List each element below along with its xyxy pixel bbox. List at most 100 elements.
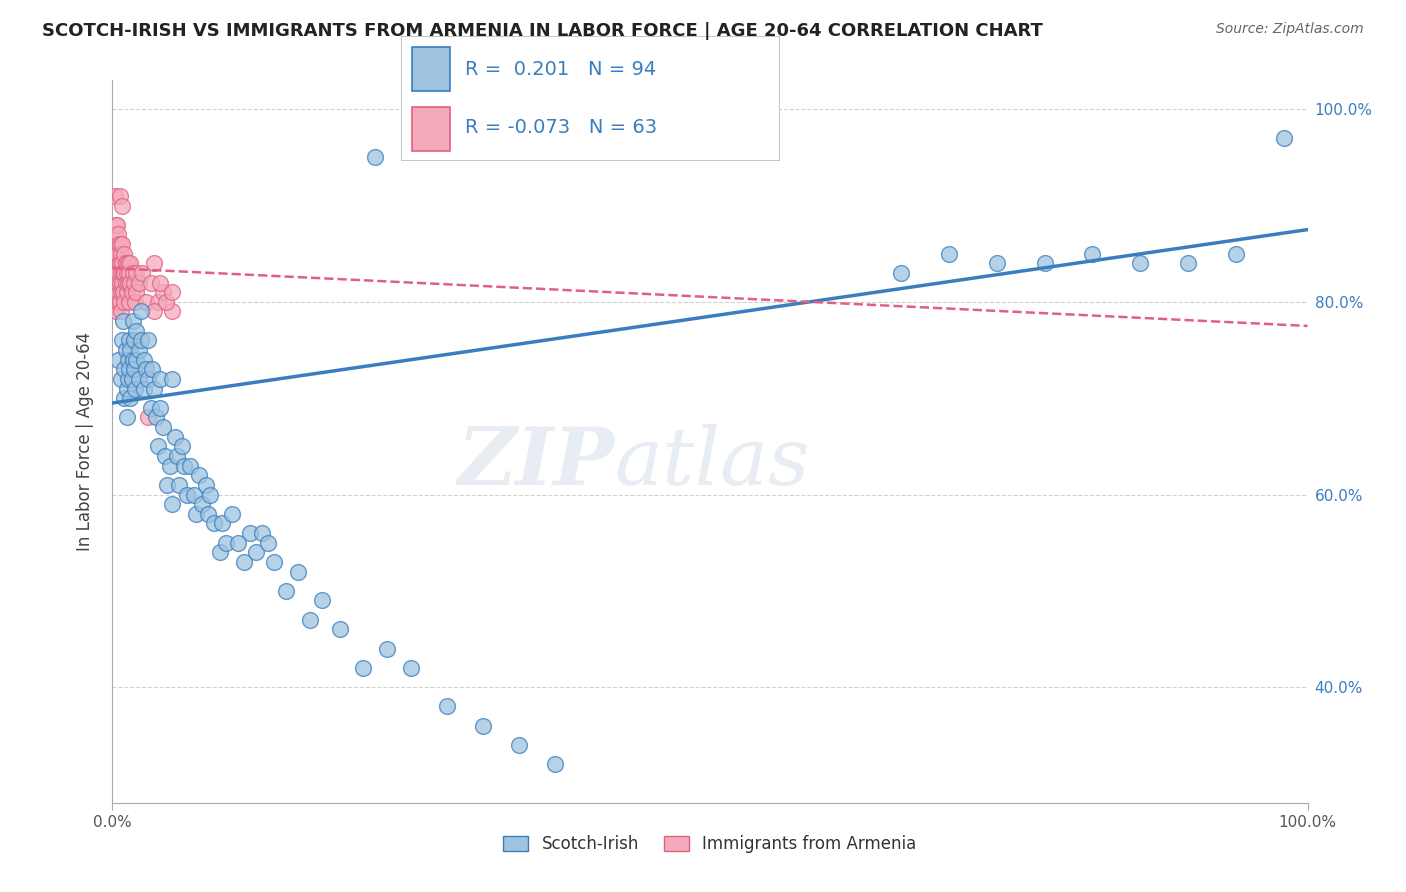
Point — [187, 468, 209, 483]
Point — [105, 285, 128, 300]
Point — [129, 304, 152, 318]
FancyBboxPatch shape — [412, 47, 450, 91]
Point — [191, 497, 214, 511]
Text: atlas: atlas — [614, 425, 810, 502]
Point — [176, 487, 198, 501]
Point — [121, 372, 143, 386]
Point — [170, 439, 193, 453]
Point — [115, 410, 138, 425]
Point — [121, 352, 143, 367]
Point — [141, 362, 163, 376]
Point — [132, 382, 155, 396]
Point — [298, 613, 321, 627]
Point — [128, 276, 150, 290]
Point — [263, 555, 285, 569]
Point — [128, 343, 150, 357]
Point — [139, 401, 162, 415]
Point — [105, 246, 128, 260]
Point — [135, 294, 157, 309]
Point — [138, 334, 160, 348]
Point — [135, 362, 157, 376]
Point — [105, 266, 128, 280]
Point — [111, 198, 134, 212]
Point — [118, 334, 141, 348]
Point — [117, 256, 139, 270]
Point — [110, 372, 132, 386]
Point — [162, 497, 183, 511]
Point — [1081, 246, 1104, 260]
Point — [155, 294, 177, 309]
Point — [115, 266, 138, 280]
Point — [156, 478, 179, 492]
FancyBboxPatch shape — [401, 36, 780, 161]
Point — [105, 218, 128, 232]
Point — [110, 246, 132, 260]
Point — [120, 256, 142, 270]
Point — [114, 266, 135, 280]
Point — [162, 372, 183, 386]
Point — [1272, 131, 1295, 145]
Point — [104, 227, 127, 242]
Point — [118, 266, 141, 280]
Point — [117, 352, 139, 367]
Point — [163, 430, 186, 444]
Point — [138, 372, 160, 386]
Text: R =  0.201   N = 94: R = 0.201 N = 94 — [465, 60, 657, 78]
Point — [128, 372, 150, 386]
FancyBboxPatch shape — [412, 107, 450, 151]
Point — [125, 324, 148, 338]
Point — [202, 516, 225, 531]
Point — [149, 401, 172, 415]
Point — [139, 276, 162, 290]
Point — [194, 478, 217, 492]
Point — [108, 189, 131, 203]
Point — [124, 294, 146, 309]
Point — [221, 507, 243, 521]
Point — [114, 391, 135, 405]
Point — [149, 372, 172, 386]
Point — [986, 256, 1008, 270]
Point — [543, 757, 565, 772]
Text: R = -0.073   N = 63: R = -0.073 N = 63 — [465, 118, 658, 137]
Point — [129, 334, 152, 348]
Point — [125, 352, 148, 367]
Point — [436, 121, 458, 136]
Point — [131, 266, 153, 280]
Point — [124, 382, 146, 396]
Point — [107, 246, 129, 260]
Point — [105, 256, 128, 270]
Point — [108, 256, 131, 270]
Point — [122, 276, 145, 290]
Point — [1225, 246, 1247, 260]
Point — [239, 526, 262, 541]
Point — [105, 237, 128, 252]
Point — [118, 294, 141, 309]
Point — [162, 285, 183, 300]
Point — [110, 266, 132, 280]
Point — [111, 237, 134, 252]
Point — [508, 738, 530, 752]
Point — [112, 266, 135, 280]
Point — [120, 343, 142, 357]
Text: Source: ZipAtlas.com: Source: ZipAtlas.com — [1216, 22, 1364, 37]
Point — [111, 256, 134, 270]
Point — [890, 266, 912, 280]
Point — [352, 661, 374, 675]
Point — [472, 719, 495, 733]
Point — [257, 535, 280, 549]
Point — [159, 458, 181, 473]
Point — [117, 372, 139, 386]
Point — [120, 276, 142, 290]
Point — [162, 304, 183, 318]
Point — [1033, 256, 1056, 270]
Point — [197, 507, 219, 521]
Point — [108, 294, 131, 309]
Point — [115, 382, 138, 396]
Legend: Scotch-Irish, Immigrants from Armenia: Scotch-Irish, Immigrants from Armenia — [496, 828, 924, 860]
Point — [226, 535, 249, 549]
Point — [108, 237, 131, 252]
Point — [215, 535, 238, 549]
Point — [121, 266, 143, 280]
Point — [149, 276, 172, 290]
Point — [114, 343, 136, 357]
